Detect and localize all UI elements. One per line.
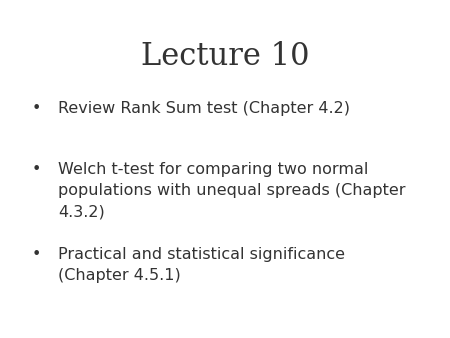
Text: Welch t-test for comparing two normal
populations with unequal spreads (Chapter
: Welch t-test for comparing two normal po… [58, 162, 406, 219]
Text: •: • [32, 162, 40, 177]
Text: •: • [32, 101, 40, 116]
Text: Practical and statistical significance
(Chapter 4.5.1): Practical and statistical significance (… [58, 247, 346, 283]
Text: Review Rank Sum test (Chapter 4.2): Review Rank Sum test (Chapter 4.2) [58, 101, 351, 116]
Text: Lecture 10: Lecture 10 [141, 41, 309, 72]
Text: •: • [32, 247, 40, 262]
